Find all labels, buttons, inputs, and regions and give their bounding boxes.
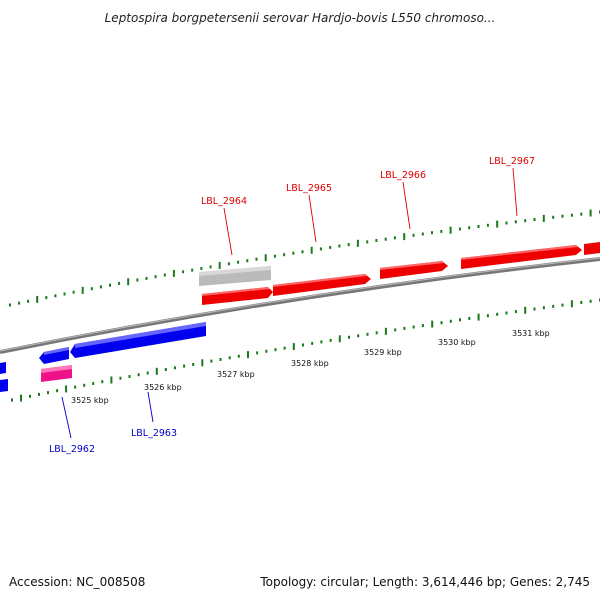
gene-lbl-2966[interactable] xyxy=(380,261,448,279)
gene-lbl-2967[interactable] xyxy=(461,245,582,269)
label-leader-lines xyxy=(61,167,518,439)
scale-tick-label: 3531 kbp xyxy=(512,329,550,338)
gene-reverse-small[interactable] xyxy=(39,347,69,364)
scale-tick-label: 3528 kbp xyxy=(291,359,329,368)
scale-tick-label: 3525 kbp xyxy=(71,396,109,405)
accession-text: Accession: NC_008508 xyxy=(9,575,145,589)
gene-lbl-2964[interactable] xyxy=(202,287,273,305)
map-title: Leptospira borgpetersenii serovar Hardjo… xyxy=(105,11,496,25)
feature-pink-2962[interactable] xyxy=(41,365,72,382)
gene-label-lbl-2964[interactable]: LBL_2964 xyxy=(201,196,247,207)
scale-tick-label: 3526 kbp xyxy=(144,383,182,392)
feature-gray-2964[interactable] xyxy=(199,266,271,286)
gene-label-lbl-2963[interactable]: LBL_2963 xyxy=(131,428,177,439)
gene-label-lbl-2965[interactable]: LBL_2965 xyxy=(286,183,332,194)
genome-backbone xyxy=(0,257,600,354)
scale-tick-label: 3529 kbp xyxy=(364,348,402,357)
inner-tick-track xyxy=(11,298,600,402)
outer-tick-track xyxy=(9,209,600,307)
gene-label-lbl-2966[interactable]: LBL_2966 xyxy=(380,170,426,181)
gene-label-lbl-2962[interactable]: LBL_2962 xyxy=(49,444,95,455)
scale-tick-label: 3530 kbp xyxy=(438,338,476,347)
gene-label-lbl-2967[interactable]: LBL_2967 xyxy=(489,156,535,167)
gene-forward-partial[interactable] xyxy=(584,242,600,255)
gene-reverse-partial-a[interactable] xyxy=(0,362,6,374)
gene-reverse-partial-b[interactable] xyxy=(0,379,8,392)
gene-lbl-2965[interactable] xyxy=(273,274,371,296)
gene-lbl-2963[interactable] xyxy=(70,322,206,358)
genome-summary-text: Topology: circular; Length: 3,614,446 bp… xyxy=(259,575,590,589)
scale-tick-label: 3527 kbp xyxy=(217,370,255,379)
